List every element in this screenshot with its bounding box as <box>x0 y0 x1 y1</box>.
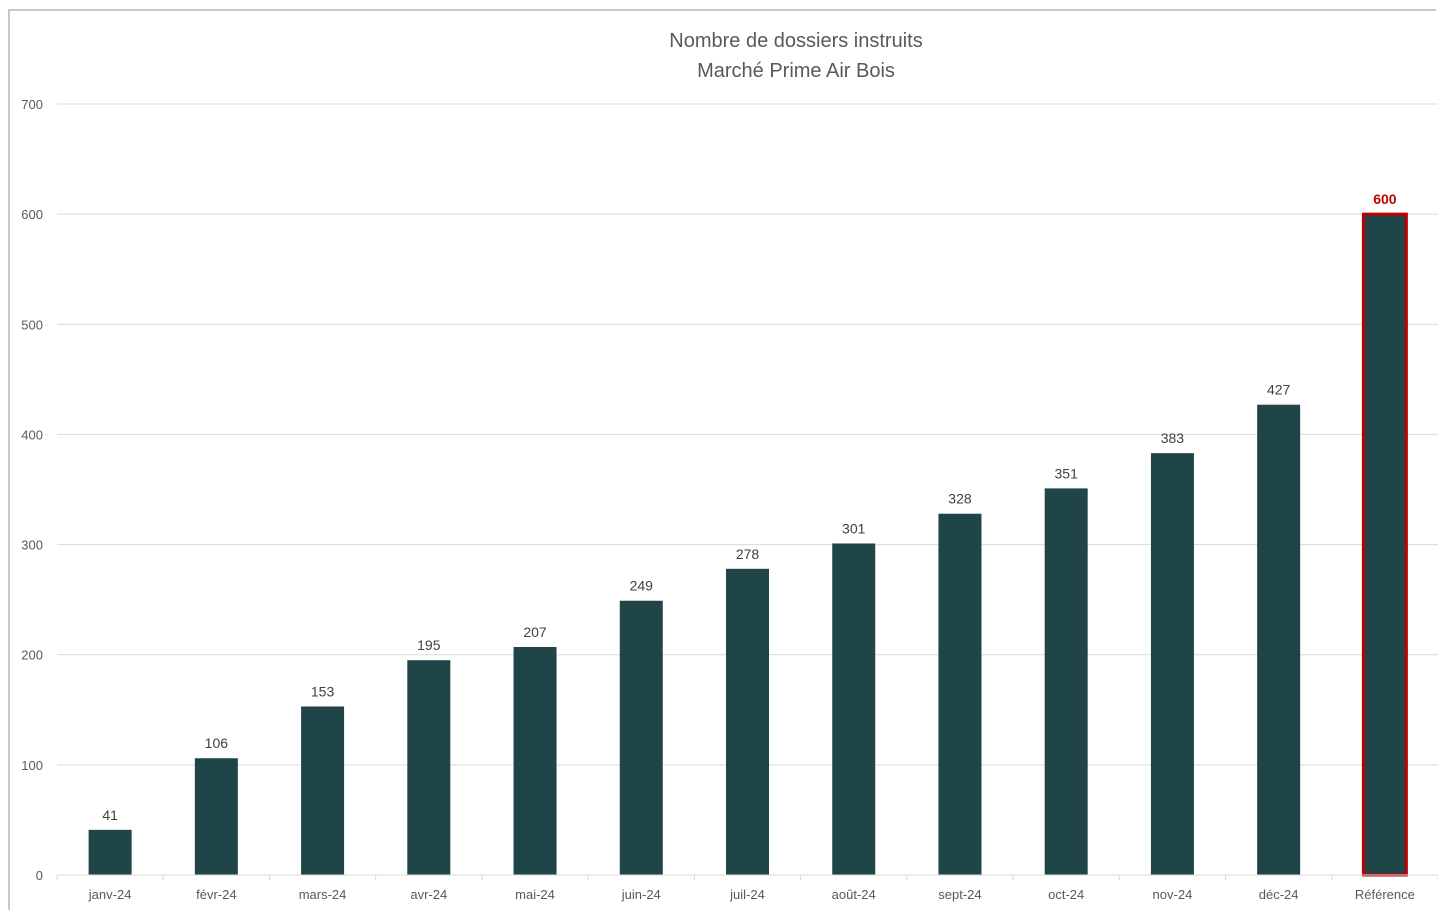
bar <box>619 600 663 875</box>
x-tick-label: juil-24 <box>729 887 765 902</box>
y-axis-ticks: 0 100 200 300 400 500 600 700 <box>21 97 43 883</box>
data-label: 106 <box>205 735 229 751</box>
bar <box>1150 453 1194 875</box>
bar <box>513 647 557 875</box>
y-tick-label: 0 <box>36 868 43 883</box>
data-label: 383 <box>1161 430 1185 446</box>
bars <box>88 212 1408 877</box>
x-tick-label: avr-24 <box>410 887 447 902</box>
data-label: 278 <box>736 546 760 562</box>
bar <box>88 829 132 875</box>
y-tick-label: 700 <box>21 97 43 112</box>
chart-title: Nombre de dossiers instruits <box>669 30 922 52</box>
bar <box>726 568 769 875</box>
chart-subtitle: Marché Prime Air Bois <box>697 60 895 82</box>
y-tick-label: 300 <box>21 538 43 553</box>
x-tick-label: mai-24 <box>515 887 555 902</box>
x-tick-label: févr-24 <box>196 887 236 902</box>
x-tick-label: janv-24 <box>88 887 132 902</box>
data-label: 41 <box>102 807 118 823</box>
data-label: 600 <box>1373 191 1397 207</box>
bar <box>1257 404 1301 875</box>
data-label: 195 <box>417 637 441 653</box>
y-tick-label: 400 <box>21 427 43 442</box>
data-label: 427 <box>1267 382 1291 398</box>
bar <box>1044 488 1088 875</box>
y-tick-label: 600 <box>21 207 43 222</box>
y-tick-label: 500 <box>21 317 43 332</box>
x-tick-label: déc-24 <box>1259 887 1299 902</box>
bar <box>194 758 238 875</box>
data-label: 351 <box>1055 465 1079 481</box>
bar-highlighted <box>1361 212 1408 877</box>
x-tick-label: sept-24 <box>938 887 981 902</box>
data-label: 207 <box>523 624 547 640</box>
x-axis: janv-24 févr-24 mars-24 avr-24 mai-24 juin-24… <box>56 874 1438 902</box>
x-tick-label: Référence <box>1355 887 1415 902</box>
bar <box>832 543 876 875</box>
x-tick-label: nov-24 <box>1153 887 1193 902</box>
x-tick-label: août-24 <box>832 887 876 902</box>
data-labels: 41 106 153 195 207 249 278 301 328 351 383 427 600 <box>102 191 1396 823</box>
data-label: 328 <box>948 491 972 507</box>
y-tick-label: 200 <box>21 648 43 663</box>
x-tick-label: juin-24 <box>621 887 661 902</box>
data-label: 301 <box>842 520 866 536</box>
y-tick-label: 100 <box>21 758 43 773</box>
bar <box>301 706 345 875</box>
x-tick-label: mars-24 <box>299 887 347 902</box>
bar <box>938 513 982 875</box>
data-label: 249 <box>630 578 654 594</box>
x-tick-label: oct-24 <box>1048 887 1084 902</box>
bar <box>407 660 451 875</box>
data-label: 153 <box>311 683 335 699</box>
chart-frame <box>8 9 1436 910</box>
